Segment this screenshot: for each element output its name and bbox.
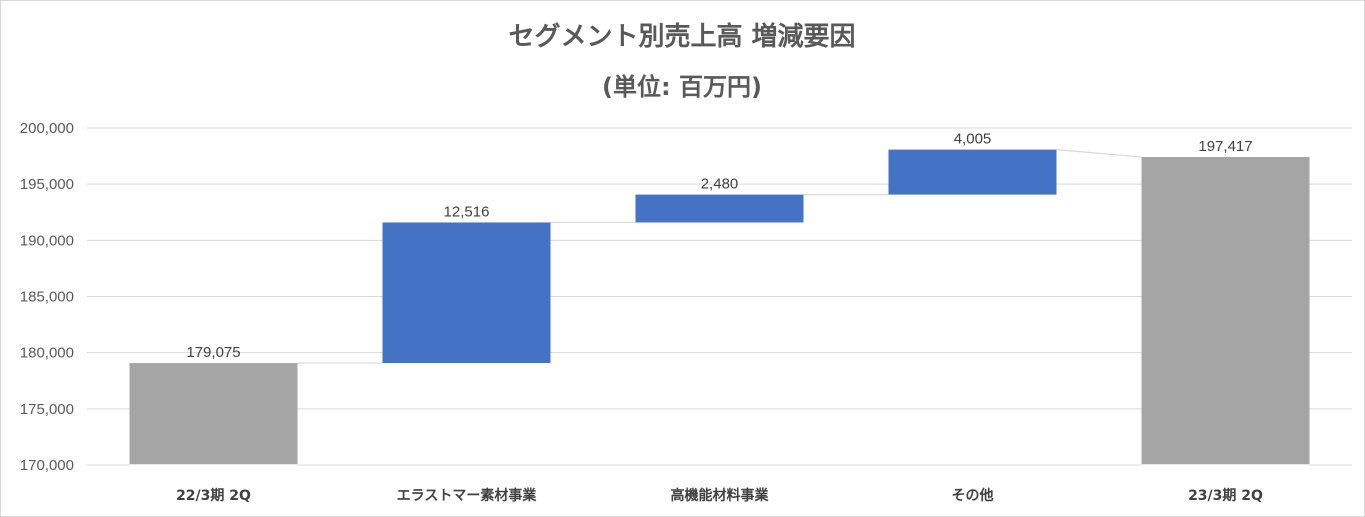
data-labels: 179,075 12,516 2,480 4,005 197,417 bbox=[186, 131, 1252, 361]
x-category-label: エラストマー素材事業 bbox=[397, 487, 538, 504]
data-label: 12,516 bbox=[444, 203, 490, 220]
connector-lines bbox=[297, 149, 1142, 364]
bar-increase bbox=[888, 149, 1057, 195]
bar-increase bbox=[382, 222, 551, 364]
y-tick-label: 170,000 bbox=[20, 457, 74, 474]
y-tick-label: 180,000 bbox=[20, 345, 74, 362]
chart-title: セグメント別売上高 増減要因 bbox=[508, 21, 855, 52]
y-axis: 170,000 175,000 180,000 185,000 190,000 195,0… bbox=[20, 120, 74, 474]
bar-total bbox=[129, 363, 298, 465]
data-label: 197,417 bbox=[1198, 138, 1252, 155]
x-category-label: 22/3期 2Q bbox=[176, 488, 251, 504]
bar-increase bbox=[635, 194, 804, 223]
x-axis: 22/3期 2Q エラストマー素材事業 高機能材料事業 その他 23/3期 2Q bbox=[176, 487, 1263, 504]
x-category-label: 高機能材料事業 bbox=[671, 487, 770, 504]
bars bbox=[129, 149, 1310, 466]
data-label: 179,075 bbox=[186, 344, 240, 361]
y-tick-label: 200,000 bbox=[20, 120, 74, 137]
gridlines bbox=[87, 127, 1352, 466]
y-tick-label: 175,000 bbox=[20, 401, 74, 418]
data-label: 2,480 bbox=[701, 176, 739, 193]
chart-subtitle: (単位: 百万円) bbox=[602, 73, 762, 101]
connector-line bbox=[1056, 149, 1142, 158]
y-tick-label: 195,000 bbox=[20, 176, 74, 193]
bar-total bbox=[1141, 157, 1310, 466]
x-category-label: 23/3期 2Q bbox=[1188, 488, 1263, 504]
data-label: 4,005 bbox=[954, 131, 992, 148]
y-tick-label: 190,000 bbox=[20, 232, 74, 249]
x-category-label: その他 bbox=[952, 487, 994, 504]
y-tick-label: 185,000 bbox=[20, 289, 74, 306]
